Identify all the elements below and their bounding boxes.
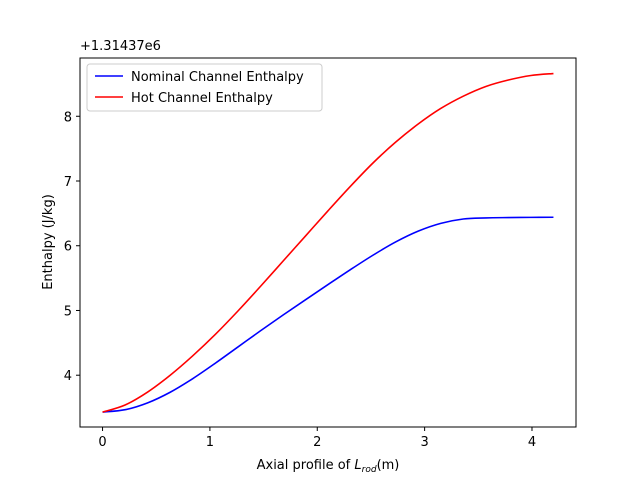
x-axis-label-math-base: L: [354, 458, 361, 473]
legend-box: [86, 63, 323, 112]
x-axis: 0 1 2 3 4: [98, 427, 536, 450]
x-axis-label: Axial profile of Lrod(m): [257, 458, 400, 475]
legend-label-hot: Hot Channel Enthalpy: [131, 91, 273, 106]
plot-area: [102, 72, 554, 413]
y-tick-label: 4: [64, 369, 72, 384]
axes-frame: [79, 57, 577, 428]
y-axis-label: Enthalpy (J/kg): [41, 194, 56, 290]
y-tick-label: 8: [64, 110, 72, 125]
x-tick-label: 2: [313, 435, 321, 450]
legend-label-nominal: Nominal Channel Enthalpy: [131, 70, 304, 85]
series-line-nominal: [102, 216, 554, 413]
legend: Nominal Channel Enthalpy Hot Channel Ent…: [86, 63, 323, 112]
y-tick-label: 5: [64, 304, 72, 319]
x-tick-label: 1: [206, 435, 214, 450]
x-tick-label: 0: [98, 435, 106, 450]
x-axis-label-math-sub: rod: [362, 465, 377, 475]
x-tick-label: 3: [420, 435, 428, 450]
y-tick-label: 7: [64, 175, 72, 190]
y-tick-label: 6: [64, 240, 72, 255]
y-offset-label: +1.31437e6: [80, 39, 161, 54]
series-line-hot: [102, 72, 554, 413]
x-axis-label-text: Axial profile of: [257, 458, 355, 473]
y-axis: 4 5 6 7 8: [64, 110, 80, 384]
x-axis-label-unit: (m): [377, 458, 400, 473]
x-tick-label: 4: [528, 435, 536, 450]
